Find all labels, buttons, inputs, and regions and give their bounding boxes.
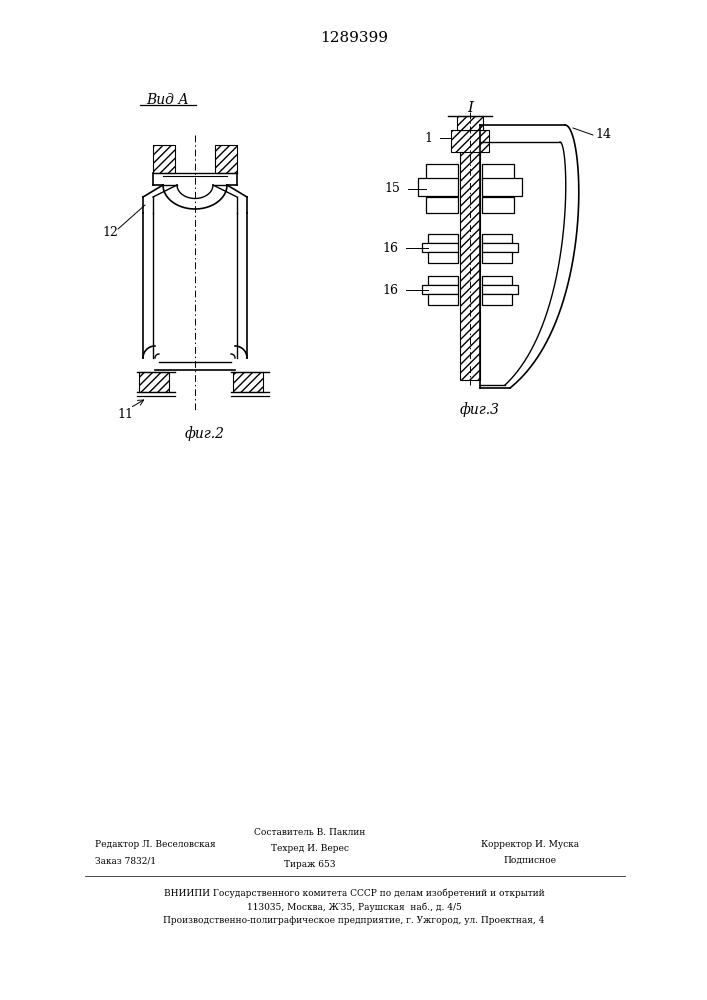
Bar: [428, 294, 458, 305]
Bar: [215, 145, 237, 173]
Bar: [422, 285, 458, 294]
Text: фиг.2: фиг.2: [185, 427, 225, 441]
Text: Составитель В. Паклин: Составитель В. Паклин: [255, 828, 366, 837]
Text: Заказ 7832/1: Заказ 7832/1: [95, 856, 156, 865]
Text: 1: 1: [424, 131, 432, 144]
Bar: [482, 285, 518, 294]
Text: Редактор Л. Веселовская: Редактор Л. Веселовская: [95, 840, 216, 849]
Text: Техред И. Верес: Техред И. Верес: [271, 844, 349, 853]
Bar: [233, 372, 263, 392]
Text: 16: 16: [382, 241, 398, 254]
Bar: [482, 243, 518, 252]
Text: Подписное: Подписное: [503, 856, 556, 865]
Text: 11: 11: [117, 408, 133, 420]
Bar: [428, 276, 458, 285]
Bar: [426, 197, 458, 213]
Text: Производственно-полиграфическое предприятие, г. Ужгород, ул. Проектная, 4: Производственно-полиграфическое предприя…: [163, 916, 544, 925]
Text: Тираж 653: Тираж 653: [284, 860, 336, 869]
Text: I: I: [467, 101, 473, 115]
Bar: [457, 116, 483, 130]
Text: ВНИИПИ Государственного комитета СССР по делам изобретений и открытий: ВНИИПИ Государственного комитета СССР по…: [163, 888, 544, 898]
Bar: [482, 197, 514, 213]
Bar: [482, 252, 512, 263]
Text: Вид А: Вид А: [146, 93, 189, 107]
Bar: [482, 294, 512, 305]
Bar: [482, 178, 522, 196]
Bar: [482, 164, 514, 180]
Text: 113035, Москва, Ж‵35, Раушская  наб., д. 4/5: 113035, Москва, Ж‵35, Раушская наб., д. …: [247, 902, 462, 912]
Bar: [460, 130, 480, 380]
Text: Корректор И. Муска: Корректор И. Муска: [481, 840, 579, 849]
Bar: [426, 164, 458, 180]
Bar: [422, 243, 458, 252]
Bar: [451, 130, 489, 152]
Text: 16: 16: [382, 284, 398, 296]
Bar: [428, 252, 458, 263]
Text: фиг.3: фиг.3: [460, 403, 500, 417]
Bar: [482, 276, 512, 285]
Bar: [482, 234, 512, 243]
Text: 15: 15: [384, 182, 400, 196]
Bar: [139, 372, 169, 392]
Bar: [418, 178, 458, 196]
Bar: [428, 234, 458, 243]
Bar: [153, 145, 175, 173]
Text: 1289399: 1289399: [320, 31, 388, 45]
Text: 14: 14: [595, 128, 611, 141]
Text: 12: 12: [102, 227, 118, 239]
